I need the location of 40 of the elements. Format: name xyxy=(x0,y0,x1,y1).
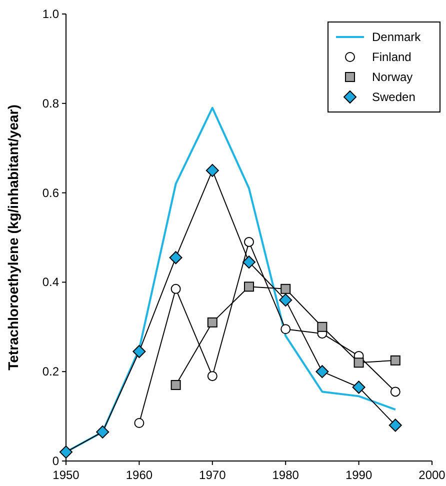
y-tick-label: 1.0 xyxy=(42,7,60,21)
point xyxy=(206,164,219,177)
x-tick-label: 1980 xyxy=(272,468,300,482)
point xyxy=(242,256,256,269)
point xyxy=(388,418,402,432)
y-tick-label: 0 xyxy=(52,454,60,468)
x-tick-label: 1950 xyxy=(52,468,80,482)
point xyxy=(352,380,366,394)
point xyxy=(132,344,146,358)
point xyxy=(170,380,181,390)
y-axis-title: Tetrachloroethylene (kg/inhabitant/year) xyxy=(5,104,21,370)
point xyxy=(170,284,181,294)
x-tick-label: 1970 xyxy=(199,468,226,482)
point xyxy=(390,355,400,366)
y-tick-label: 0.4 xyxy=(42,275,60,290)
point xyxy=(244,236,254,247)
y-tick-label: 0.8 xyxy=(42,96,60,110)
point xyxy=(280,324,291,334)
legend-label: Norway xyxy=(372,70,413,84)
point xyxy=(207,371,218,382)
point xyxy=(354,358,364,368)
point xyxy=(96,425,110,438)
point xyxy=(134,418,144,428)
point xyxy=(244,282,254,292)
y-tick-label: 0.2 xyxy=(42,364,60,379)
point xyxy=(280,284,291,294)
legend-label: Sweden xyxy=(372,90,416,104)
point xyxy=(390,386,400,397)
y-tick-label: 0.6 xyxy=(42,186,60,200)
point xyxy=(60,446,72,459)
legend-label: Denmark xyxy=(372,30,422,44)
point xyxy=(316,365,329,378)
x-tick-label: 1990 xyxy=(345,468,372,482)
point xyxy=(317,322,328,332)
point xyxy=(169,251,182,264)
x-tick-label: 1960 xyxy=(126,468,153,482)
legend-label: Finland xyxy=(372,50,412,64)
x-tick-label: 2000 xyxy=(418,468,446,482)
point xyxy=(207,317,218,328)
point xyxy=(279,294,292,307)
